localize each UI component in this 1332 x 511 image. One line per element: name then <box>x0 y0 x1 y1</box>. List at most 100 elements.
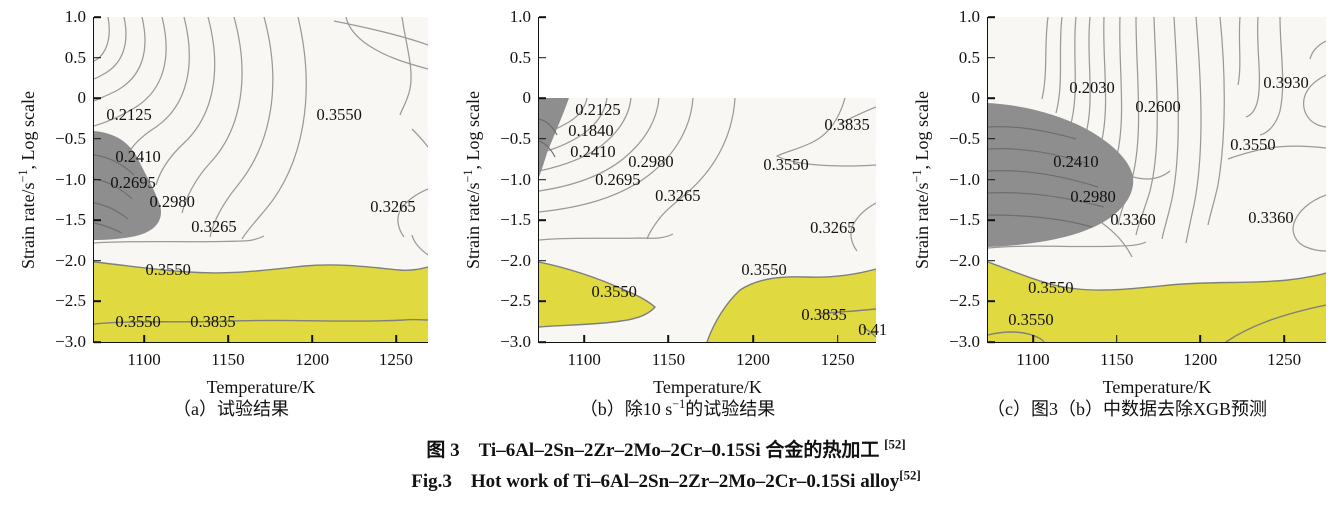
contour-plot-a: 1.0 0.5 0 −0.5 −1.0 −1.5 −2.0 −2.5 −3.0 Strain r… <box>16 8 428 419</box>
x-tick-label: 1100 <box>127 350 161 369</box>
y-tick-label: −2.5 <box>55 291 86 311</box>
x-tick-label: 1200 <box>295 350 330 369</box>
y-tick-mark <box>94 16 101 18</box>
y-tick-mark <box>539 97 546 100</box>
x-tick-mark <box>752 335 754 342</box>
contour-label: 0.3550 <box>115 311 161 331</box>
y-tick-mark <box>94 219 101 221</box>
citation-ref: [52] <box>884 436 906 452</box>
y-tick-mark <box>94 178 101 181</box>
y-tick-label: −0.5 <box>949 129 980 149</box>
y-tick-mark <box>988 97 995 100</box>
contour-label: 0.1840 <box>568 120 614 140</box>
y-axis-label-rest: , Log scale <box>18 90 38 169</box>
x-tick-mark <box>1199 335 1202 342</box>
y-tick-mark <box>94 259 101 262</box>
contour-label: 0.3265 <box>810 217 856 237</box>
contour-label: 0.3360 <box>1248 207 1294 227</box>
y-tick-label: 0 <box>971 88 981 108</box>
stability-region-b-left <box>539 262 655 327</box>
x-tick-mark <box>1115 335 1118 342</box>
x-tick-label: 1250 <box>378 350 413 369</box>
y-tick-mark <box>94 300 101 303</box>
contour-label: 0.2980 <box>149 191 195 211</box>
contour-label: 0.3550 <box>316 104 362 124</box>
contour-label: 0.3835 <box>190 311 236 331</box>
y-tick-mark <box>94 56 101 59</box>
y-tick-mark <box>539 16 546 18</box>
contour-label: 0.2695 <box>595 169 641 189</box>
y-tick-label: 1.0 <box>958 7 980 27</box>
contour-label: 0.2125 <box>106 104 152 124</box>
y-tick-label: −2.0 <box>949 250 980 270</box>
y-tick-label: −1.0 <box>500 169 531 189</box>
y-tick-mark <box>988 341 995 343</box>
contour-label: 0.3550 <box>1230 134 1276 154</box>
y-tick-label: −3.0 <box>500 332 531 352</box>
y-tick-mark <box>988 16 995 18</box>
contour-label: 0.2410 <box>115 146 161 166</box>
y-tick-label: −2.5 <box>500 291 531 311</box>
y-tick-label: −1.5 <box>55 210 86 230</box>
contour-label: 0.3550 <box>741 259 787 279</box>
x-tick-label: 1150 <box>211 350 245 369</box>
contour-label: 0.3550 <box>145 259 191 279</box>
figure-title-en: Fig.3 Hot work of Ti–6Al–2Sn–2Zr–2Mo–2Cr… <box>411 467 921 492</box>
x-tick-mark <box>667 335 670 342</box>
contour-map-a <box>94 17 428 342</box>
contour-label: 0.2695 <box>110 172 156 192</box>
x-tick-mark <box>227 335 229 342</box>
y-axis-label: Strain rate/s−1, Log scale <box>910 90 932 269</box>
contour-label: 0.3550 <box>1028 277 1074 297</box>
contour-label: 0.2030 <box>1069 77 1115 97</box>
y-tick-label: −1.0 <box>949 169 980 189</box>
y-tick-label: 0.5 <box>64 47 86 67</box>
y-tick-label: 0.5 <box>509 47 531 67</box>
y-tick-mark <box>988 178 995 181</box>
y-tick-label: −0.5 <box>500 129 531 149</box>
contour-plot-b: 1.0 0.5 0 −0.5 −1.0 −1.5 −2.0 −2.5 −3.0 Strain r… <box>461 8 887 419</box>
contour-label: 0.3265 <box>191 216 237 236</box>
y-tick-mark <box>988 219 995 221</box>
y-tick-label: −2.5 <box>949 291 980 311</box>
x-axis-label: Temperature/K <box>206 377 316 397</box>
y-tick-label: −1.0 <box>55 169 86 189</box>
y-tick-label: −3.0 <box>949 332 980 352</box>
x-tick-label: 1150 <box>1100 350 1134 369</box>
contour-label: 0.3550 <box>763 154 809 174</box>
contour-label: 0.2980 <box>1070 186 1116 206</box>
y-tick-label: −2.0 <box>500 250 531 270</box>
x-tick-mark <box>143 335 145 342</box>
contour-label: 0.3550 <box>591 281 637 301</box>
x-tick-label: 1100 <box>1016 350 1050 369</box>
y-tick-mark <box>539 219 546 221</box>
x-tick-label: 1250 <box>1267 350 1302 369</box>
x-axis-label: Temperature/K <box>653 377 762 397</box>
y-axis-label: Strain rate/s−1, Log scale <box>461 90 483 269</box>
y-tick-label: −2.0 <box>55 250 86 270</box>
y-tick-mark <box>539 56 546 59</box>
instability-region-b <box>539 98 569 177</box>
y-tick-mark <box>94 341 101 343</box>
y-tick-mark <box>539 341 546 343</box>
figure-title-zh: 图 3 Ti–6Al–2Sn–2Zr–2Mo–2Cr–0.15Si 合金的热加工… <box>426 436 906 461</box>
y-axis-label: Strain rate/s−1, Log scale <box>16 90 38 269</box>
y-tick-mark <box>94 138 101 140</box>
y-tick-mark <box>988 56 995 59</box>
contour-label: 0.3360 <box>1110 209 1156 229</box>
y-tick-mark <box>94 97 101 100</box>
contour-plot-c: 1.0 0.5 0 −0.5 −1.0 −1.5 −2.0 −2.5 −3.0 Strain r… <box>910 8 1326 419</box>
contour-label: 0.3550 <box>1008 309 1054 329</box>
contour-label: 0.3930 <box>1263 72 1309 92</box>
contour-label: 0.3265 <box>370 196 416 216</box>
x-axis-label: Temperature/K <box>1102 377 1212 397</box>
contour-map-b <box>539 97 876 342</box>
x-tick-mark <box>583 335 585 342</box>
y-tick-label: −1.5 <box>949 210 980 230</box>
contour-map-c <box>988 17 1326 342</box>
x-tick-label: 1150 <box>651 350 686 369</box>
y-tick-label: 1.0 <box>509 7 531 27</box>
y-tick-mark <box>539 300 546 303</box>
x-tick-label: 1200 <box>1183 350 1218 369</box>
